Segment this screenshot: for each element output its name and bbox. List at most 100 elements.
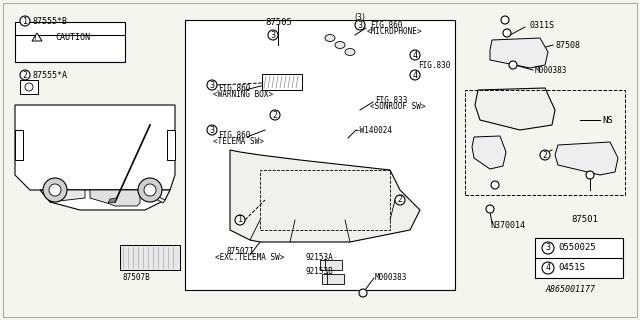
Text: M000383: M000383 <box>375 274 408 283</box>
Text: 2: 2 <box>543 150 547 159</box>
Text: +: + <box>586 170 594 180</box>
Text: FIG.860: FIG.860 <box>370 20 403 29</box>
Polygon shape <box>230 150 420 242</box>
Circle shape <box>43 178 67 202</box>
Text: 3: 3 <box>209 81 214 90</box>
Polygon shape <box>472 136 506 169</box>
Text: 0550025: 0550025 <box>558 244 596 252</box>
Circle shape <box>49 184 61 196</box>
Text: 4: 4 <box>545 263 550 273</box>
Circle shape <box>395 195 405 205</box>
Text: 92153B: 92153B <box>305 268 333 276</box>
Circle shape <box>355 20 365 30</box>
Text: FIG.860: FIG.860 <box>218 84 250 92</box>
Circle shape <box>410 50 420 60</box>
Bar <box>260 170 390 230</box>
Text: 87555*A: 87555*A <box>32 70 67 79</box>
Text: <SUNROOF SW>: <SUNROOF SW> <box>370 101 426 110</box>
Text: 2: 2 <box>273 110 278 119</box>
Circle shape <box>235 215 245 225</box>
Text: 3: 3 <box>271 30 275 39</box>
Text: 1: 1 <box>237 215 243 225</box>
Polygon shape <box>490 38 548 68</box>
Text: 87508: 87508 <box>555 41 580 50</box>
Circle shape <box>542 262 554 274</box>
Text: FIG.833: FIG.833 <box>375 95 408 105</box>
Circle shape <box>501 16 509 24</box>
Polygon shape <box>15 105 175 190</box>
Text: 3: 3 <box>545 244 550 252</box>
Bar <box>120 245 180 270</box>
Circle shape <box>586 171 594 179</box>
Text: (3): (3) <box>355 12 365 21</box>
Circle shape <box>509 61 517 69</box>
Circle shape <box>410 70 420 80</box>
Ellipse shape <box>325 35 335 42</box>
Bar <box>20 80 38 94</box>
Bar <box>322 274 344 284</box>
Text: <EXC.TELEMA SW>: <EXC.TELEMA SW> <box>215 253 284 262</box>
Bar <box>15 130 23 160</box>
Polygon shape <box>90 190 140 206</box>
Text: N370014: N370014 <box>490 220 525 229</box>
Circle shape <box>270 110 280 120</box>
Text: A865001177: A865001177 <box>545 285 595 294</box>
Circle shape <box>20 70 30 80</box>
Bar <box>320 260 342 270</box>
Text: 87507I: 87507I <box>226 247 253 257</box>
Circle shape <box>207 125 217 135</box>
Circle shape <box>207 80 217 90</box>
Bar <box>15 22 125 62</box>
Text: 4: 4 <box>413 51 417 60</box>
Text: 87555*B: 87555*B <box>32 17 67 26</box>
Circle shape <box>542 242 554 254</box>
Circle shape <box>359 289 367 297</box>
Bar <box>262 74 302 90</box>
Text: +: + <box>503 28 511 38</box>
Text: 2: 2 <box>22 70 28 79</box>
Bar <box>167 130 175 160</box>
Circle shape <box>486 205 494 213</box>
Text: 0451S: 0451S <box>558 263 585 273</box>
Circle shape <box>540 150 550 160</box>
Text: 1: 1 <box>22 17 28 26</box>
Text: 4: 4 <box>413 70 417 79</box>
Text: <WARNING BOX>: <WARNING BOX> <box>213 90 273 99</box>
Text: 2: 2 <box>397 196 403 204</box>
Text: +: + <box>501 15 509 25</box>
Text: 92153A: 92153A <box>305 253 333 262</box>
Circle shape <box>138 178 162 202</box>
Circle shape <box>20 16 30 26</box>
Text: 87501: 87501 <box>572 215 598 225</box>
Circle shape <box>25 83 33 91</box>
Text: ―W140024: ―W140024 <box>355 125 392 134</box>
Text: FIG.860: FIG.860 <box>218 131 250 140</box>
Polygon shape <box>32 33 42 41</box>
Text: o: o <box>511 62 515 68</box>
Text: <TELEMA SW>: <TELEMA SW> <box>213 137 264 146</box>
Circle shape <box>144 184 156 196</box>
Text: +: + <box>491 180 499 190</box>
Circle shape <box>268 30 278 40</box>
Text: 3: 3 <box>358 20 362 29</box>
Polygon shape <box>555 142 618 175</box>
Bar <box>535 238 623 278</box>
Text: 3: 3 <box>209 125 214 134</box>
Text: <MICROPHONE>: <MICROPHONE> <box>367 27 422 36</box>
Text: 87505: 87505 <box>265 18 292 27</box>
Polygon shape <box>475 88 555 130</box>
Text: CAUTION: CAUTION <box>55 33 90 42</box>
Ellipse shape <box>345 49 355 55</box>
Polygon shape <box>40 190 170 210</box>
Bar <box>185 20 455 290</box>
Polygon shape <box>108 198 117 203</box>
Text: +: + <box>486 204 494 214</box>
Text: FIG.830: FIG.830 <box>418 60 451 69</box>
Polygon shape <box>140 190 165 203</box>
Text: NS: NS <box>602 116 612 124</box>
Text: M000383: M000383 <box>535 66 568 75</box>
Ellipse shape <box>335 42 345 49</box>
Text: 0311S: 0311S <box>530 20 555 29</box>
Circle shape <box>503 29 511 37</box>
Text: !: ! <box>33 35 36 41</box>
